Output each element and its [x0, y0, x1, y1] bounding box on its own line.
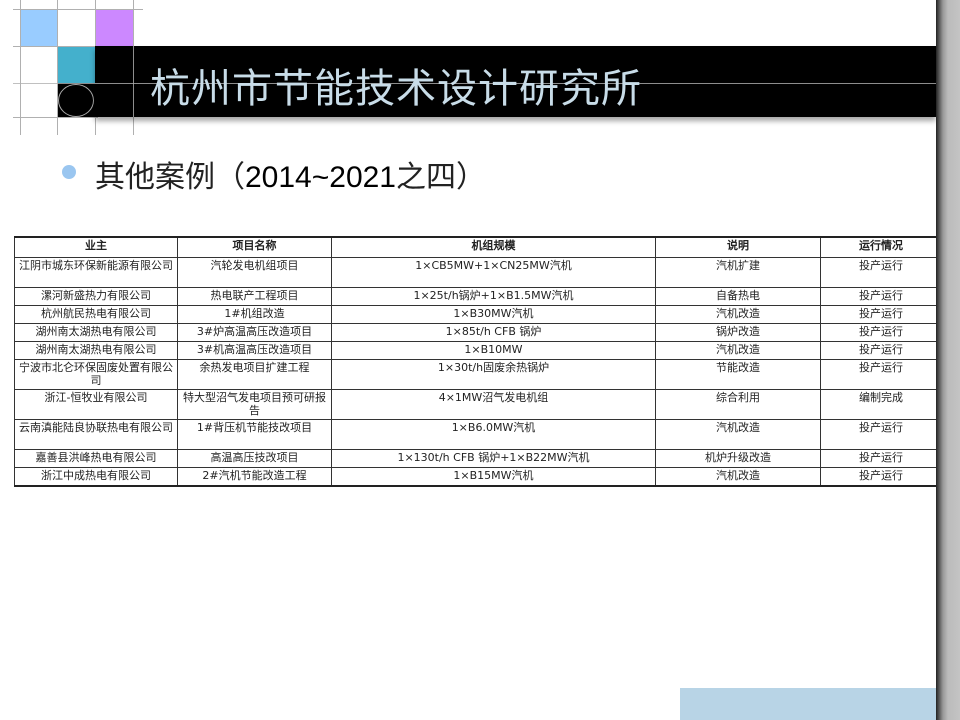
column-header: 运行情况 [820, 236, 942, 258]
table-cell: 投产运行 [820, 341, 942, 360]
table-cell: 锅炉改造 [655, 323, 821, 342]
table-cell: 高温高压技改项目 [177, 449, 332, 468]
table-cell: 汽机改造 [655, 467, 821, 487]
table-cell: 汽机改造 [655, 419, 821, 450]
table-cell: 汽机改造 [655, 305, 821, 324]
decor-circle [58, 84, 94, 117]
table-cell: 浙江中成热电有限公司 [14, 467, 178, 487]
table-row: 漯河新盛热力有限公司 热电联产工程项目 1×25t/h锅炉+1×B1.5MW汽机 自备… [14, 287, 942, 306]
page-title: 杭州市节能技术设计研究所 [150, 66, 642, 112]
table-cell: 湖州南太湖热电有限公司 [14, 341, 178, 360]
table-cell: 1×CB5MW+1×CN25MW汽机 [331, 257, 656, 288]
table-cell: 1×B15MW汽机 [331, 467, 656, 487]
table-cell: 投产运行 [820, 257, 942, 288]
table-cell: 投产运行 [820, 359, 942, 390]
grid-line [13, 9, 143, 10]
table-cell: 3#炉高温高压改造项目 [177, 323, 332, 342]
title-banner [95, 46, 936, 117]
table-cell: 汽轮发电机组项目 [177, 257, 332, 288]
grid-line [133, 46, 134, 117]
table-row: 湖州南太湖热电有限公司 3#机高温高压改造项目 1×B10MW 汽机改造 投产运行 [14, 341, 942, 360]
table-cell: 投产运行 [820, 467, 942, 487]
table-cell: 1×85t/h CFB 锅炉 [331, 323, 656, 342]
table-row: 浙江中成热电有限公司 2#汽机节能改造工程 1×B15MW汽机 汽机改造 投产运行 [14, 467, 942, 487]
subtitle-suffix: 之四） [396, 160, 486, 195]
table-cell: 漯河新盛热力有限公司 [14, 287, 178, 306]
table-cell: 投产运行 [820, 305, 942, 324]
column-header: 说明 [655, 236, 821, 258]
table-cell: 江阴市城东环保新能源有限公司 [14, 257, 178, 288]
table-cell: 2#汽机节能改造工程 [177, 467, 332, 487]
subtitle-prefix: 其他案例（ [95, 160, 245, 195]
grid-line [13, 117, 98, 118]
table-cell: 机炉升级改造 [655, 449, 821, 468]
table-row: 云南滇能陆良协联热电有限公司 1#背压机节能技改项目 1×B6.0MW汽机 汽机改造投… [14, 419, 942, 450]
table-cell: 汽机改造 [655, 341, 821, 360]
table-header-row: 业主 项目名称 机组规模 说明 运行情况 [14, 236, 942, 258]
table-row: 湖州南太湖热电有限公司 3#炉高温高压改造项目 1×85t/h CFB 锅炉 锅炉改造… [14, 323, 942, 342]
table-cell: 投产运行 [820, 419, 942, 450]
table-cell: 4×1MW沼气发电机组 [331, 389, 656, 420]
grid-line [13, 83, 936, 84]
table-cell: 云南滇能陆良协联热电有限公司 [14, 419, 178, 450]
column-header: 机组规模 [331, 236, 656, 258]
table-row: 杭州航民热电有限公司 1#机组改造 1×B30MW汽机 汽机改造 投产运行 [14, 305, 942, 324]
table-cell: 1×B30MW汽机 [331, 305, 656, 324]
table-cell: 投产运行 [820, 323, 942, 342]
table-cell: 宁波市北仑环保固废处置有限公司 [14, 359, 178, 390]
table-cell: 湖州南太湖热电有限公司 [14, 323, 178, 342]
bullet-icon [62, 165, 76, 179]
column-header: 业主 [14, 236, 178, 258]
subtitle-years: 2014~2021 [245, 161, 396, 194]
grid-line [20, 0, 21, 135]
section-subtitle: 其他案例（2014~2021之四） [95, 152, 486, 196]
table-cell: 1×30t/h固废余热锅炉 [331, 359, 656, 390]
decor-square-purple [96, 10, 133, 46]
decor-square-teal [58, 47, 95, 83]
decor-square-blue [21, 10, 57, 46]
table-cell: 1×130t/h CFB 锅炉+1×B22MW汽机 [331, 449, 656, 468]
table-cell: 编制完成 [820, 389, 942, 420]
table-cell: 热电联产工程项目 [177, 287, 332, 306]
table-cell: 1#机组改造 [177, 305, 332, 324]
table-cell: 3#机高温高压改造项目 [177, 341, 332, 360]
table-row: 嘉善县洪峰热电有限公司 高温高压技改项目 1×130t/h CFB 锅炉+1×B22… [14, 449, 942, 468]
table-row: 宁波市北仑环保固废处置有限公司 余热发电项目扩建工程 1×30t/h固废余热锅炉 节能… [14, 359, 942, 390]
table-cell: 投产运行 [820, 287, 942, 306]
table-cell: 浙江-恒牧业有限公司 [14, 389, 178, 420]
table-cell: 1×B6.0MW汽机 [331, 419, 656, 450]
decor-bottom-block [680, 688, 936, 720]
table-row: 江阴市城东环保新能源有限公司 汽轮发电机组项目 1×CB5MW+1×CN25MW汽机… [14, 257, 942, 288]
table-cell: 特大型沼气发电项目预可研报告 [177, 389, 332, 420]
table-cell: 节能改造 [655, 359, 821, 390]
table-cell: 1#背压机节能技改项目 [177, 419, 332, 450]
table-cell: 1×25t/h锅炉+1×B1.5MW汽机 [331, 287, 656, 306]
table-cell: 综合利用 [655, 389, 821, 420]
right-edge-shadow [936, 0, 960, 720]
column-header: 项目名称 [177, 236, 332, 258]
table-cell: 杭州航民热电有限公司 [14, 305, 178, 324]
table-cell: 自备热电 [655, 287, 821, 306]
case-table: 业主 项目名称 机组规模 说明 运行情况 江阴市城东环保新能源有限公司 汽轮发电机组项目 1… [14, 236, 942, 487]
table-cell: 汽机扩建 [655, 257, 821, 288]
table-cell: 余热发电项目扩建工程 [177, 359, 332, 390]
grid-line [57, 0, 58, 135]
table-cell: 1×B10MW [331, 341, 656, 360]
table-cell: 嘉善县洪峰热电有限公司 [14, 449, 178, 468]
table-cell: 投产运行 [820, 449, 942, 468]
table-row: 浙江-恒牧业有限公司 特大型沼气发电项目预可研报告 4×1MW沼气发电机组 综合利用编… [14, 389, 942, 420]
